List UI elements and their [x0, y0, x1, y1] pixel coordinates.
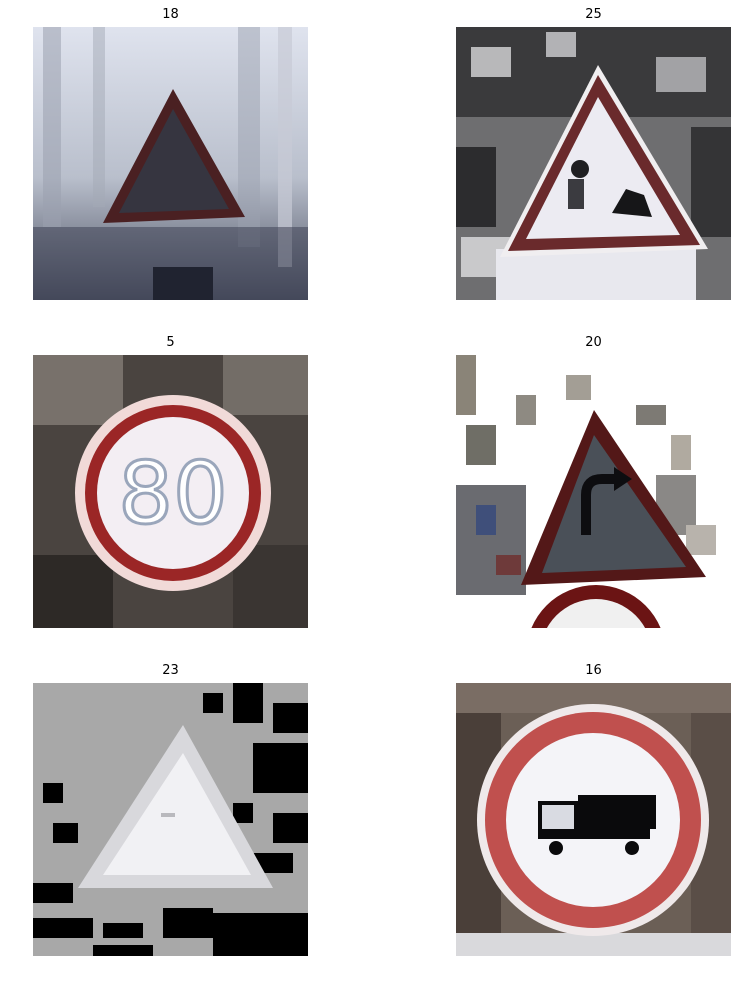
traffic-sign-image-4 — [456, 355, 731, 628]
image-panel-5 — [33, 683, 308, 956]
image-panel-1 — [33, 27, 308, 300]
panel-title-5: 23 — [162, 663, 179, 678]
traffic-sign-image-2 — [456, 27, 731, 300]
panel-title-2: 25 — [585, 7, 602, 22]
traffic-sign-image-6 — [456, 683, 731, 956]
traffic-sign-image-1 — [33, 27, 308, 300]
panel-title-6: 16 — [585, 663, 602, 678]
image-panel-4 — [456, 355, 731, 628]
panel-title-1: 18 — [162, 7, 179, 22]
image-panel-3: 80 — [33, 355, 308, 628]
image-panel-2 — [456, 27, 731, 300]
traffic-sign-image-3: 80 — [33, 355, 308, 628]
traffic-sign-image-5 — [33, 683, 308, 956]
image-panel-6 — [456, 683, 731, 956]
panel-title-3: 5 — [166, 335, 175, 350]
sign-text-80: 80 — [118, 444, 227, 544]
panel-title-4: 20 — [585, 335, 602, 350]
